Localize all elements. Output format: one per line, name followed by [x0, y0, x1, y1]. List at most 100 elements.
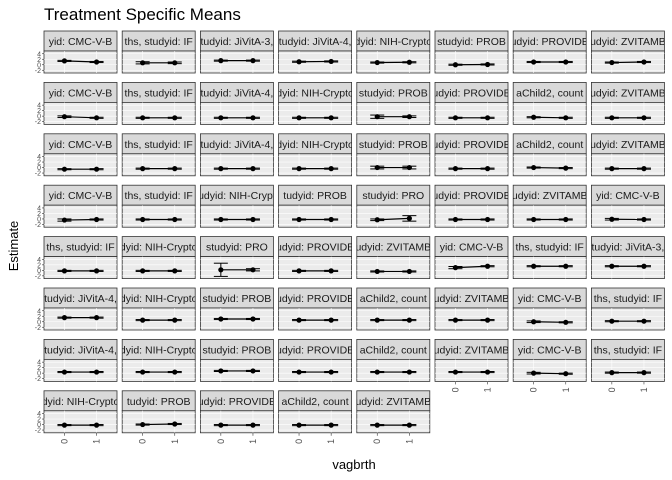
facet-strip-label: yid: CMC-V-B	[49, 190, 113, 202]
facet-strip-label: udyid: PROVIDE	[276, 293, 354, 305]
x-axis-ticks: 0 1 0 1 0 1 0 1 0 1 0 1 0 1 0 1	[59, 381, 649, 444]
facet-strip-label: tudyid: JiVitA-4,	[201, 139, 274, 151]
y-tick-label: -2	[35, 325, 41, 332]
chart-title: Treatment Specific Means	[44, 5, 241, 24]
facet-panel: yid: CMC-V-B	[591, 184, 665, 228]
estimate-point	[563, 59, 569, 65]
estimate-point	[406, 164, 412, 171]
panel-background	[121, 50, 196, 74]
facet-panel: yid: CMC-V-B	[512, 338, 587, 382]
facet-panel: udyid: ZVITAMB	[590, 30, 666, 74]
facet-strip-label: ths, studyid: IF	[516, 242, 584, 254]
facet-strip-label: tudyid: JiVitA-3,	[592, 242, 665, 254]
estimate-point	[250, 216, 256, 223]
x-tick-label: 0	[59, 439, 69, 444]
panel-background	[591, 256, 665, 280]
facet-strip-label: udyid: ZVITAMB	[590, 36, 666, 48]
facet-strip-label: udyid: PROVIDE	[276, 242, 354, 254]
panel-background	[278, 358, 353, 382]
facet-strip-label: udyid: PROVIDE	[432, 190, 510, 202]
estimate-point	[609, 59, 615, 66]
panel-background	[43, 256, 118, 280]
facet-strip-label: udyid: PROVIDE	[432, 139, 510, 151]
y-tick-label: -2	[35, 222, 41, 229]
facet-panel: udyid: PROVIDE	[278, 338, 353, 382]
estimate-point	[452, 317, 459, 323]
facet-strip-label: aChild2, count	[360, 344, 427, 356]
y-tick-label: -2	[35, 119, 41, 126]
estimate-point	[609, 115, 615, 121]
panel-background	[434, 102, 509, 125]
y-tick-label: -2	[35, 171, 41, 178]
estimate-point	[484, 115, 491, 121]
panel-background	[199, 102, 274, 125]
facet-strip-label: tudyid: JiVitA-4,	[279, 36, 352, 48]
x-tick-label: 1	[561, 387, 571, 392]
estimate-point	[563, 115, 569, 121]
facet-panel: ths, studyid: IF	[121, 82, 196, 125]
estimate-point	[218, 267, 224, 273]
facet-strip-label: ths, studyid: IF	[125, 190, 193, 202]
facet-strip-label: tudyid: JiVitA-4,	[44, 344, 117, 356]
estimate-point	[328, 216, 334, 223]
estimate-point	[328, 317, 334, 323]
facet-strip-label: tudyid: JiVitA-4,	[44, 293, 117, 305]
estimate-point	[374, 268, 380, 275]
estimate-point	[218, 115, 224, 121]
y-tick-label: 2	[37, 108, 41, 115]
x-tick-label: 1	[248, 439, 258, 444]
panel-background	[591, 102, 665, 125]
facet-panel: udyid: ZVITAMB	[356, 390, 431, 434]
facet-panel: udyid: ZVITAMB	[434, 338, 509, 382]
x-tick-label: 0	[138, 439, 148, 444]
estimate-point	[218, 316, 224, 322]
facet-panel: udyid: ZVITAMB	[434, 287, 509, 331]
panel-background	[434, 153, 509, 177]
facet-strip-label: udyid: PROVIDE	[432, 87, 510, 99]
panel-background	[121, 204, 196, 228]
estimate-point	[140, 60, 146, 66]
x-tick-label: 0	[450, 387, 460, 392]
y-tick-label: 2	[37, 160, 41, 167]
panel-background	[199, 410, 274, 434]
estimate-point	[452, 115, 459, 121]
panel-background	[512, 204, 587, 228]
estimate-point	[93, 59, 100, 65]
estimate-point	[296, 166, 302, 172]
estimate-point	[61, 315, 68, 321]
panel-background	[512, 307, 587, 331]
x-tick-label: 1	[483, 387, 493, 392]
estimate-point	[61, 114, 68, 120]
facet-strip-label: tudyid: JiVitA-3,	[201, 36, 274, 48]
estimate-point	[296, 216, 302, 223]
estimate-point	[172, 60, 178, 66]
estimate-point	[93, 216, 100, 223]
panel-background	[199, 256, 274, 280]
facet-panel: aChild2, count	[356, 338, 431, 382]
facet-strip-label: studyid: PRO	[362, 190, 424, 202]
estimate-point	[296, 369, 302, 375]
estimate-point	[328, 422, 334, 428]
panel-background	[356, 204, 431, 228]
estimate-point	[250, 58, 256, 64]
facet-panel: ths, studyid: IF	[121, 184, 196, 228]
panel-background	[278, 204, 353, 228]
estimate-point	[452, 62, 459, 68]
panel-background	[356, 102, 431, 125]
facet-panel: yid: CMC-V-B 420-2	[35, 184, 118, 229]
facet-strip-label: dyid: NIH-Crypto	[120, 242, 198, 254]
facet-panel: udyid: PROVIDE	[432, 184, 510, 228]
panel-background	[199, 153, 274, 177]
estimate-point	[250, 368, 256, 374]
facet-panel: udyid: PROVIDE	[432, 133, 510, 177]
y-tick-label: 0	[37, 319, 41, 326]
estimate-point	[563, 371, 569, 377]
y-axis-title: Estimate	[6, 221, 21, 272]
estimate-point	[218, 166, 224, 172]
y-tick-label: 0	[37, 62, 41, 69]
estimate-point	[250, 422, 256, 428]
estimate-point	[250, 316, 256, 322]
facet-panel: tudyid: JiVitA-3,	[591, 236, 665, 280]
